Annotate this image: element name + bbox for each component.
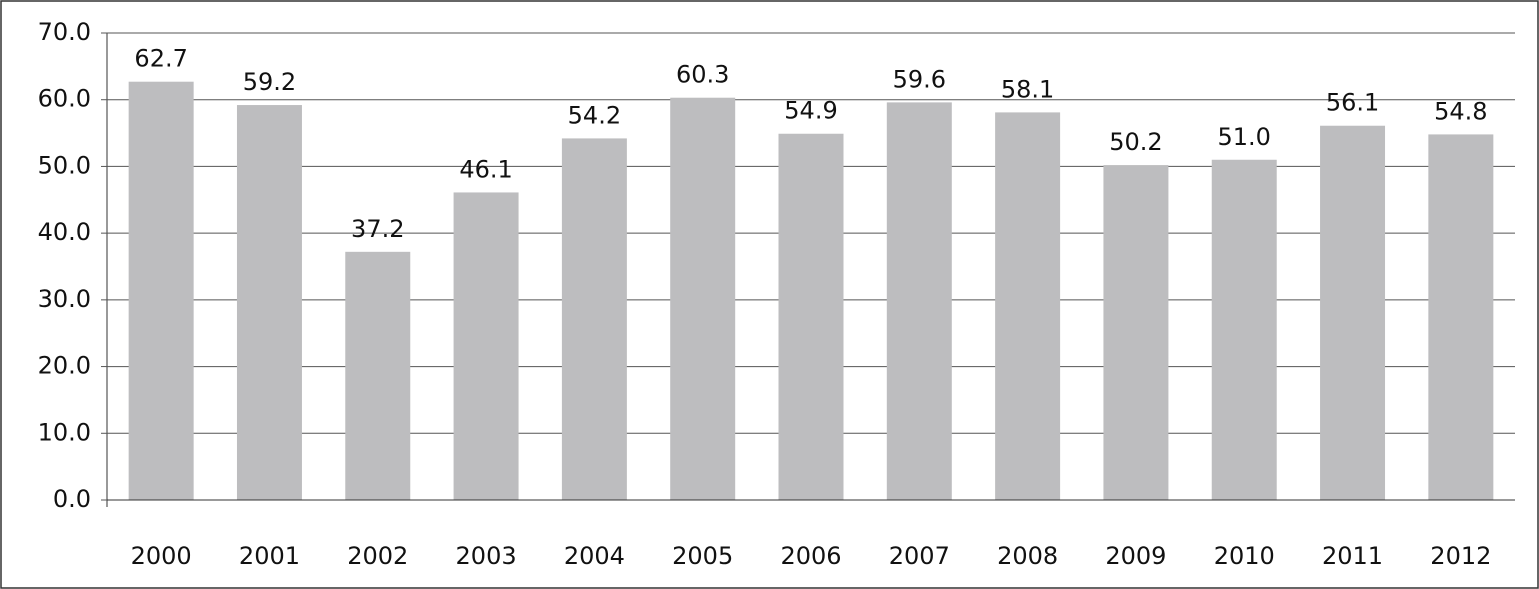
x-tick-label: 2000 — [131, 542, 192, 570]
value-label: 46.1 — [459, 155, 512, 183]
value-label: 59.2 — [243, 68, 296, 96]
y-tick-label: 40.0 — [38, 218, 91, 246]
value-label: 62.7 — [134, 45, 187, 73]
x-tick-label: 2006 — [780, 542, 841, 570]
bar — [778, 133, 844, 500]
x-tick-label: 2004 — [564, 542, 625, 570]
bar — [345, 251, 411, 500]
y-tick-label: 60.0 — [38, 85, 91, 113]
bar — [561, 138, 627, 500]
x-tick-label: 2002 — [347, 542, 408, 570]
y-tick-label: 20.0 — [38, 352, 91, 380]
x-tick-label: 2001 — [239, 542, 300, 570]
bar — [236, 105, 302, 501]
x-tick-label: 2008 — [997, 542, 1058, 570]
y-tick-label: 70.0 — [38, 18, 91, 46]
value-label: 54.9 — [784, 97, 837, 125]
bar — [1320, 125, 1386, 501]
x-tick-label: 2011 — [1322, 542, 1383, 570]
value-label: 59.6 — [893, 65, 946, 93]
value-label: 37.2 — [351, 215, 404, 243]
bar — [1103, 165, 1169, 500]
value-label: 54.8 — [1434, 97, 1487, 125]
value-label: 50.2 — [1109, 128, 1162, 156]
value-label: 51.0 — [1218, 123, 1271, 151]
x-tick-label: 2010 — [1214, 542, 1275, 570]
bar — [1211, 159, 1277, 500]
y-tick-label: 50.0 — [38, 151, 91, 179]
value-label: 60.3 — [676, 61, 729, 89]
bar — [453, 192, 519, 500]
x-tick-label: 2009 — [1105, 542, 1166, 570]
x-tick-label: 2007 — [889, 542, 950, 570]
bar — [670, 97, 736, 500]
bar — [886, 102, 952, 500]
y-tick-label: 30.0 — [38, 285, 91, 313]
bar — [128, 81, 194, 501]
bar — [995, 112, 1061, 500]
x-tick-label: 2003 — [456, 542, 517, 570]
x-tick-label: 2005 — [672, 542, 733, 570]
y-tick-label: 0.0 — [53, 485, 91, 513]
value-label: 58.1 — [1001, 75, 1054, 103]
value-label: 54.2 — [568, 101, 621, 129]
x-tick-label: 2012 — [1430, 542, 1491, 570]
value-label: 56.1 — [1326, 89, 1379, 117]
y-tick-label: 10.0 — [38, 418, 91, 446]
bar — [1428, 134, 1494, 501]
